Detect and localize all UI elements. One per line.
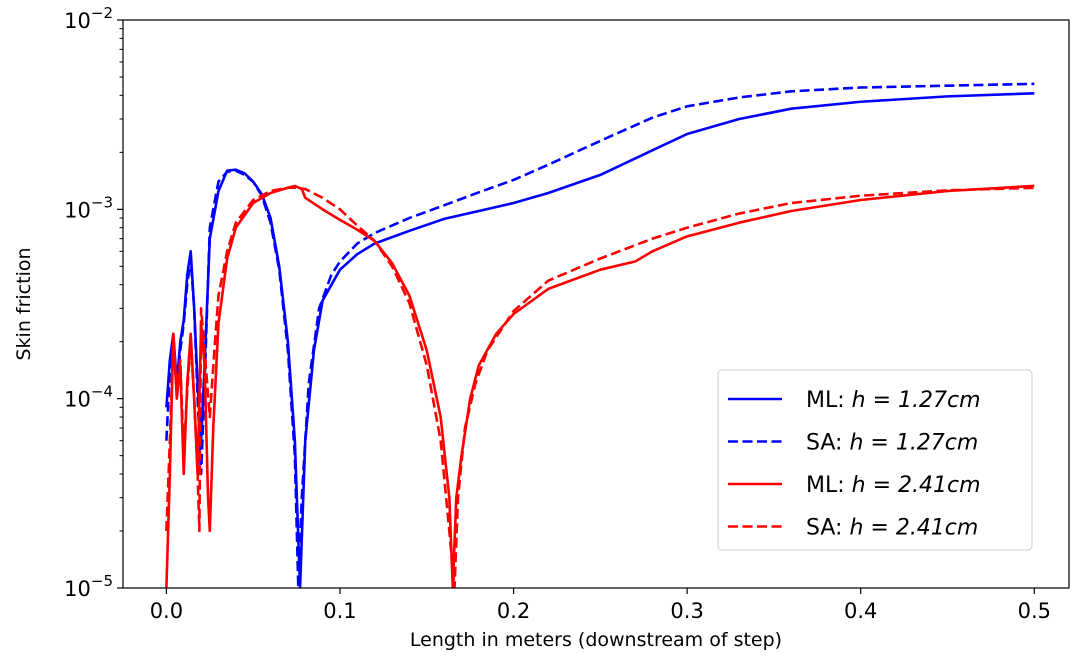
y-axis-label: Skin friction <box>13 247 35 360</box>
series-line-3 <box>165 184 1035 588</box>
x-tick-label: 0.2 <box>497 599 530 623</box>
series-line-4 <box>165 186 1035 588</box>
legend-label: SA: h = 2.41cm <box>806 516 978 541</box>
x-tick-label: 0.1 <box>323 599 356 623</box>
legend: ML: h = 1.27cm SA: h = 1.27cm ML: h = 2.41… <box>717 369 1033 551</box>
x-axis-ticks: 0.0 0.1 0.2 0.3 0.4 0.5 <box>150 588 1051 623</box>
x-tick-label: 0.0 <box>150 599 183 623</box>
plot-frame <box>122 19 1070 589</box>
y-axis-ticks: 10−510−410−310−2 <box>64 4 123 601</box>
x-axis-label: Length in meters (downstream of step) <box>410 629 782 651</box>
series-line-1 <box>165 92 1035 588</box>
legend-label: ML: h = 2.41cm <box>806 473 981 498</box>
series-line-2 <box>165 82 1035 588</box>
legend-label: SA: h = 1.27cm <box>806 431 978 456</box>
series-layer <box>165 82 1035 588</box>
x-tick-label: 0.5 <box>1018 599 1051 623</box>
x-tick-label: 0.3 <box>670 599 703 623</box>
legend-label: ML: h = 1.27cm <box>806 388 981 413</box>
legend-frame <box>717 369 1033 551</box>
x-tick-label: 0.4 <box>844 599 877 623</box>
